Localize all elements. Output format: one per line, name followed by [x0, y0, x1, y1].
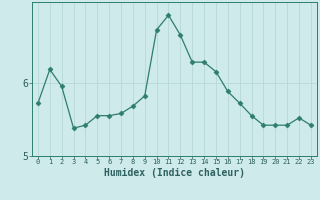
X-axis label: Humidex (Indice chaleur): Humidex (Indice chaleur)	[104, 168, 245, 178]
